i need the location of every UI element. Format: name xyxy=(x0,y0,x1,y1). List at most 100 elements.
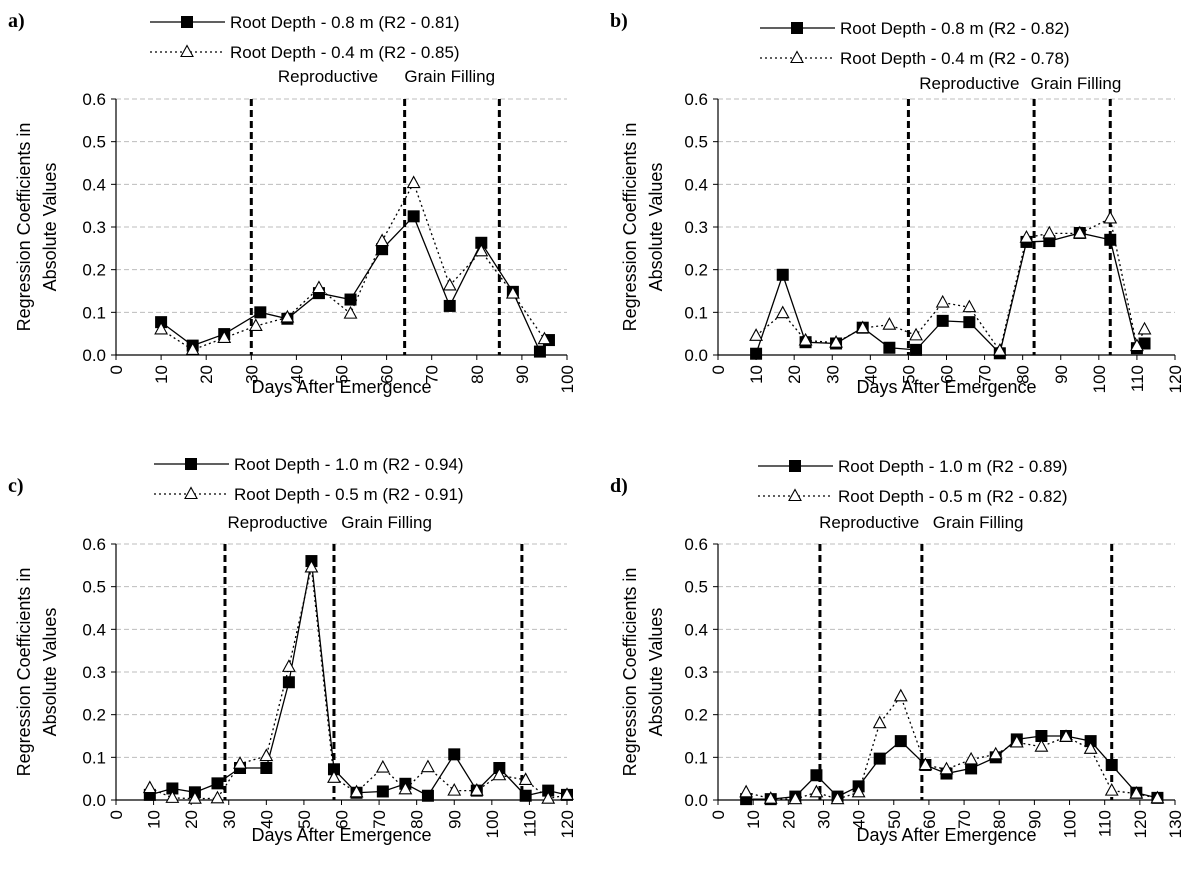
x-tick-label: 60 xyxy=(938,365,957,384)
data-point-triangle xyxy=(217,330,232,343)
data-point-triangle xyxy=(1137,321,1152,335)
series-solid xyxy=(155,210,555,358)
data-point-triangle xyxy=(788,791,803,805)
x-tick-label: 120 xyxy=(1131,810,1150,838)
y-tick-label: 0.5 xyxy=(82,133,106,152)
data-point-triangle xyxy=(537,331,552,345)
phase-label: Grain Filling xyxy=(933,513,1024,532)
legend-marker xyxy=(181,16,193,28)
data-point-triangle xyxy=(343,305,358,319)
data-point-triangle xyxy=(962,299,977,313)
data-point-square xyxy=(254,306,267,319)
data-point-triangle xyxy=(1083,741,1098,754)
legend-marker xyxy=(789,460,801,472)
x-tick-label: 40 xyxy=(861,365,880,384)
y-axis-title: Absolute Values xyxy=(40,608,60,737)
y-tick-label: 0.3 xyxy=(82,663,106,682)
chart-panel-c: c) 0.0 0.1 0.2 0.3 0.4 0.5 0.6 0 10 20 30 40 50 60 70 80… xyxy=(8,455,577,845)
data-point-triangle xyxy=(142,780,157,794)
x-tick-label: 0 xyxy=(107,365,126,374)
data-point-square xyxy=(910,343,923,356)
x-tick-label: 90 xyxy=(513,365,532,384)
y-tick-label: 0.1 xyxy=(82,303,106,322)
x-tick-label: 30 xyxy=(242,365,261,384)
data-point-triangle xyxy=(809,784,824,798)
x-axis-title: Days After Emergence xyxy=(251,825,431,845)
data-point-triangle xyxy=(375,759,390,773)
data-point-triangle xyxy=(1150,790,1165,804)
phase-label: Grain Filling xyxy=(1031,74,1122,93)
data-point-triangle xyxy=(1059,729,1073,742)
data-point-triangle xyxy=(851,784,866,798)
data-point-triangle xyxy=(1072,225,1087,239)
legend-label: Root Depth - 0.4 m (R2 - 0.78) xyxy=(840,49,1070,68)
data-point-triangle xyxy=(829,334,843,348)
data-point-square xyxy=(873,752,886,765)
y-tick-label: 0.6 xyxy=(82,535,106,554)
data-point-triangle xyxy=(1103,210,1118,224)
y-tick-label: 0.2 xyxy=(684,261,708,280)
data-point-triangle xyxy=(280,309,295,323)
data-point-triangle xyxy=(304,559,319,573)
x-tick-label: 20 xyxy=(182,810,201,829)
y-tick-label: 0.2 xyxy=(82,261,106,280)
data-point-triangle xyxy=(154,321,169,335)
y-axis-title: Absolute Values xyxy=(646,163,666,292)
data-point-triangle xyxy=(281,659,296,672)
data-point-triangle xyxy=(1129,785,1144,799)
x-tick-label: 20 xyxy=(197,365,216,384)
legend-label: Root Depth - 0.8 m (R2 - 0.82) xyxy=(840,19,1070,38)
x-tick-label: 30 xyxy=(814,810,833,829)
data-point-triangle xyxy=(775,305,790,319)
x-tick-label: 20 xyxy=(785,365,804,384)
y-tick-label: 0.6 xyxy=(684,535,708,554)
chart-panel-a: a) 0.0 0.1 0.2 0.3 0.4 0.5 0.6 0 10 20 30 40 50 60 70 80… xyxy=(8,10,577,397)
data-point-triangle xyxy=(992,343,1007,356)
y-axis-title: Regression Coefficients in xyxy=(620,568,640,777)
x-tick-label: 100 xyxy=(1061,810,1080,838)
y-tick-label: 0.5 xyxy=(82,578,106,597)
data-point-square xyxy=(376,785,389,798)
x-tick-label: 40 xyxy=(850,810,869,829)
y-axis-title: Regression Coefficients in xyxy=(14,568,34,777)
data-point-triangle xyxy=(1042,225,1057,239)
data-point-square xyxy=(260,762,273,774)
x-tick-label: 80 xyxy=(990,810,1009,829)
x-tick-label: 70 xyxy=(955,810,974,829)
x-tick-label: 80 xyxy=(408,810,427,829)
y-axis-title: Absolute Values xyxy=(646,608,666,737)
data-point-triangle xyxy=(474,243,489,257)
legend-marker xyxy=(180,44,194,58)
x-tick-label: 0 xyxy=(107,810,126,819)
legend-label: Root Depth - 1.0 m (R2 - 0.89) xyxy=(838,457,1068,476)
x-axis-title: Days After Emergence xyxy=(856,377,1036,397)
data-point-triangle xyxy=(939,761,954,775)
x-tick-label: 60 xyxy=(920,810,939,829)
x-tick-label: 50 xyxy=(295,810,314,829)
data-point-triangle xyxy=(541,791,556,804)
data-point-square xyxy=(421,789,434,802)
data-point-triangle xyxy=(964,751,979,765)
data-point-triangle xyxy=(855,320,870,334)
phase-label: Grain Filling xyxy=(404,67,495,86)
data-point-triangle xyxy=(893,688,908,702)
x-tick-label: 110 xyxy=(1096,810,1115,837)
data-point-triangle xyxy=(1034,739,1049,752)
series-line xyxy=(160,181,545,351)
phase-label: Reproductive xyxy=(278,67,378,86)
series-solid xyxy=(750,226,1151,360)
y-tick-label: 0.0 xyxy=(684,791,708,810)
phase-label: Reproductive xyxy=(819,513,919,532)
x-tick-label: 110 xyxy=(520,810,539,837)
x-tick-label: 40 xyxy=(287,365,306,384)
x-tick-label: 50 xyxy=(333,365,352,384)
data-point-square xyxy=(936,314,949,327)
legend-label: Root Depth - 0.8 m (R2 - 0.81) xyxy=(230,13,460,32)
chart-panel-d: d) 0.0 0.1 0.2 0.3 0.4 0.5 0.6 0 10 20 30 40 50 60 70 80… xyxy=(610,457,1185,845)
x-tick-label: 10 xyxy=(152,365,171,384)
data-point-triangle xyxy=(165,790,180,803)
y-axis-title: Absolute Values xyxy=(40,163,60,292)
legend-label: Root Depth - 1.0 m (R2 - 0.94) xyxy=(234,455,464,474)
data-point-triangle xyxy=(447,782,462,796)
data-point-square xyxy=(443,299,456,312)
